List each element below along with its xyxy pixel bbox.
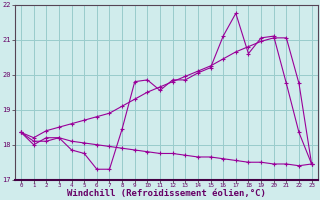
X-axis label: Windchill (Refroidissement éolien,°C): Windchill (Refroidissement éolien,°C) (67, 189, 266, 198)
